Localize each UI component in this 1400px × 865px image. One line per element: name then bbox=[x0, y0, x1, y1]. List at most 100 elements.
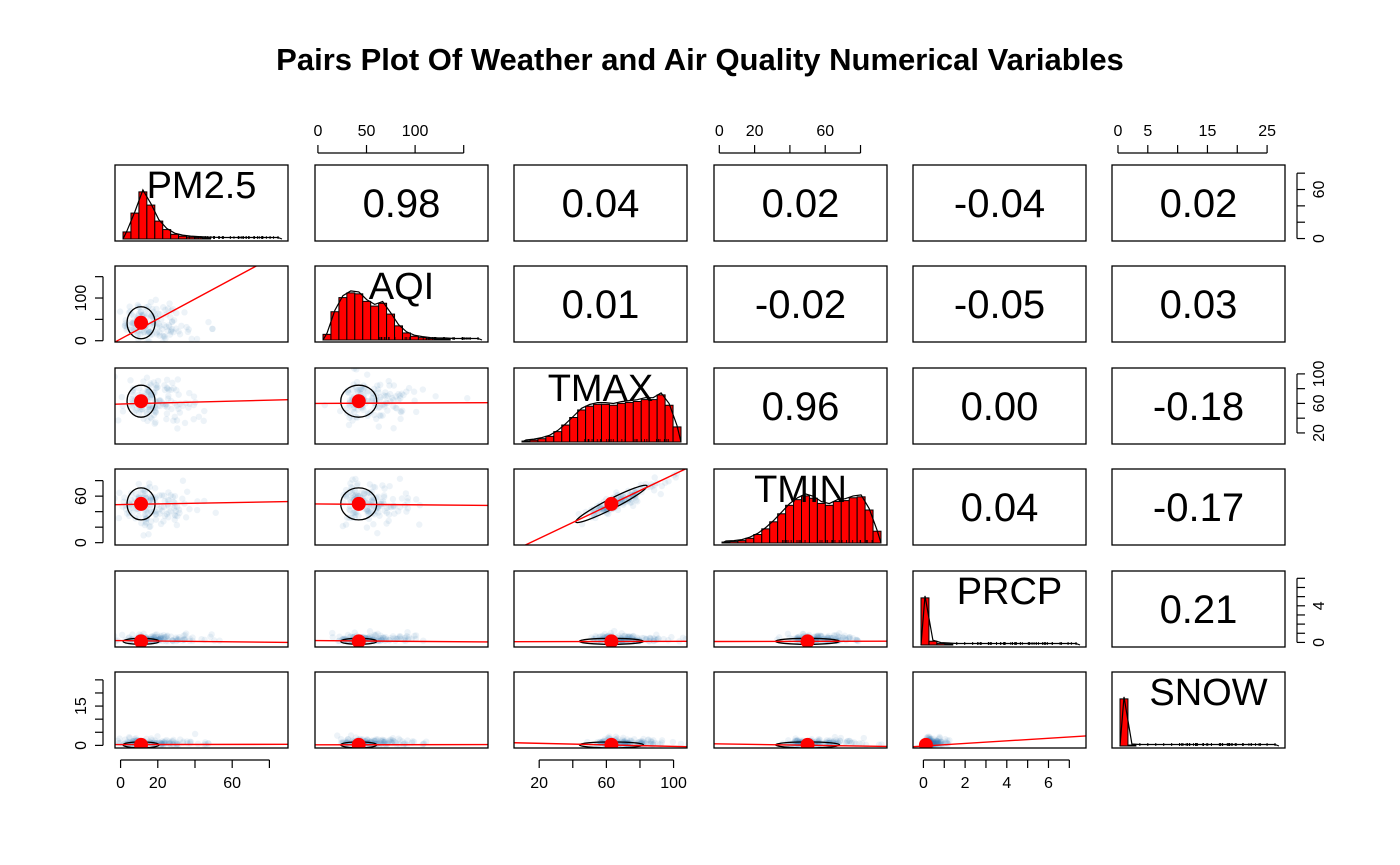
density-point bbox=[165, 322, 173, 329]
density-point bbox=[933, 737, 940, 744]
density-point bbox=[156, 510, 163, 517]
variable-label-pm2-5: PM2.5 bbox=[147, 165, 257, 207]
density-point bbox=[147, 523, 154, 530]
density-point bbox=[127, 504, 135, 511]
density-point bbox=[156, 311, 164, 318]
panel-snow-snow: SNOW bbox=[1111, 671, 1286, 749]
density-point bbox=[175, 506, 183, 514]
density-point bbox=[387, 738, 394, 745]
top-axis-tick-label: 100 bbox=[402, 123, 429, 140]
histogram-bar bbox=[178, 235, 188, 240]
density-point bbox=[162, 633, 169, 641]
panel-frame bbox=[513, 164, 688, 242]
density-point bbox=[168, 318, 176, 326]
density-point bbox=[337, 407, 344, 415]
density-point bbox=[176, 400, 184, 408]
density-point bbox=[159, 332, 167, 340]
density-point bbox=[679, 634, 687, 641]
density-point bbox=[152, 633, 159, 640]
density-point bbox=[158, 504, 165, 511]
density-point bbox=[158, 492, 166, 499]
density-point bbox=[383, 509, 391, 516]
panel-pm2-5-snow: 0.02 bbox=[1111, 164, 1286, 242]
density-point bbox=[836, 737, 844, 745]
density-point bbox=[345, 735, 352, 743]
density-point bbox=[147, 299, 154, 306]
density-point bbox=[143, 374, 151, 381]
density-point bbox=[115, 373, 118, 380]
density-point bbox=[792, 738, 799, 745]
scatter-prcp-vs-tmax bbox=[514, 627, 687, 647]
density-point bbox=[349, 406, 356, 413]
density-point bbox=[162, 402, 169, 410]
panel-frame bbox=[912, 570, 1087, 648]
panel-pm2-5-tmax: 0.04 bbox=[513, 164, 688, 242]
density-point bbox=[391, 738, 398, 746]
density-point bbox=[385, 738, 393, 745]
density-point bbox=[933, 737, 940, 745]
panel-tmax-pm2-5 bbox=[114, 367, 289, 445]
density-point bbox=[170, 736, 177, 744]
density-point bbox=[393, 635, 400, 643]
density-point bbox=[170, 328, 177, 336]
density-point bbox=[399, 738, 406, 745]
density-point bbox=[934, 741, 941, 748]
density-point bbox=[186, 389, 193, 397]
density-point bbox=[354, 389, 362, 396]
density-point bbox=[190, 401, 197, 409]
density-point bbox=[398, 495, 406, 502]
mean-point bbox=[351, 496, 366, 511]
density-point bbox=[173, 402, 181, 409]
density-point bbox=[167, 633, 175, 640]
histogram-bar bbox=[354, 293, 364, 341]
density-point bbox=[386, 390, 394, 398]
density-point bbox=[846, 633, 854, 641]
density-point bbox=[376, 634, 384, 642]
density-point bbox=[653, 631, 660, 638]
density-point bbox=[662, 479, 669, 486]
density-point bbox=[411, 632, 418, 640]
histogram-bar bbox=[330, 311, 340, 341]
density-point bbox=[364, 389, 371, 396]
density-point bbox=[337, 735, 345, 743]
histogram-bar bbox=[170, 233, 180, 240]
density-point bbox=[380, 492, 388, 499]
density-point bbox=[382, 392, 389, 400]
correlation-value: 0.96 bbox=[762, 385, 840, 429]
density-point bbox=[381, 507, 388, 514]
density-point bbox=[151, 420, 158, 427]
panel-frame bbox=[912, 367, 1087, 445]
density-point bbox=[386, 736, 394, 743]
density-point bbox=[935, 735, 943, 743]
density-point bbox=[380, 493, 388, 501]
density-point bbox=[334, 732, 341, 739]
density-point bbox=[140, 378, 147, 385]
density-point bbox=[156, 402, 164, 410]
density-point bbox=[363, 371, 371, 378]
density-point bbox=[601, 630, 609, 638]
density-point bbox=[650, 737, 657, 744]
density-point bbox=[182, 514, 190, 521]
histogram-bar bbox=[769, 521, 779, 544]
density-point bbox=[368, 498, 375, 505]
density-point bbox=[390, 635, 397, 642]
density-point bbox=[150, 633, 157, 640]
density-point bbox=[128, 403, 135, 411]
density-point bbox=[381, 634, 388, 642]
density-point bbox=[398, 390, 405, 397]
density-point bbox=[631, 736, 638, 743]
histogram-snow bbox=[1119, 696, 1280, 747]
density-point bbox=[853, 636, 861, 644]
mean-point bbox=[134, 634, 149, 647]
density-point bbox=[390, 502, 397, 509]
panel-frame bbox=[314, 468, 489, 546]
panel-frame bbox=[513, 367, 688, 445]
density-point bbox=[113, 344, 119, 350]
density-point bbox=[379, 736, 386, 743]
panel-prcp-tmax bbox=[513, 570, 688, 648]
density-point bbox=[160, 492, 168, 499]
density-point bbox=[160, 634, 168, 641]
density-point bbox=[173, 417, 181, 424]
density-point bbox=[146, 338, 153, 342]
